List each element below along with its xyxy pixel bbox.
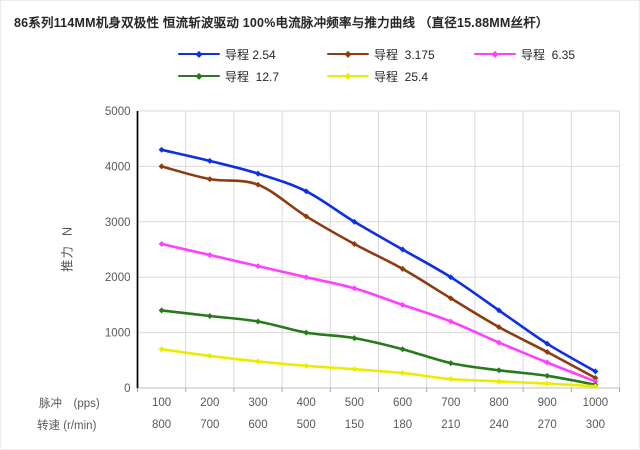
series-line xyxy=(160,347,597,388)
svg-text:100: 100 xyxy=(152,397,171,409)
data-point-marker xyxy=(592,383,599,390)
svg-text:400: 400 xyxy=(297,397,316,409)
data-point-marker xyxy=(206,252,213,258)
data-point-marker xyxy=(206,352,213,359)
svg-text:0: 0 xyxy=(124,383,130,395)
gridlines xyxy=(137,110,620,388)
data-point-marker xyxy=(303,362,310,369)
data-point-marker xyxy=(447,376,454,383)
svg-text:5000: 5000 xyxy=(105,106,131,118)
svg-text:600: 600 xyxy=(393,397,412,409)
data-point-marker xyxy=(351,285,358,292)
data-point-marker xyxy=(255,263,261,270)
svg-text:1000: 1000 xyxy=(105,328,131,340)
data-point-marker xyxy=(399,246,406,253)
data-point-marker xyxy=(496,378,502,385)
series-line xyxy=(160,309,597,386)
svg-text:600: 600 xyxy=(248,419,267,431)
data-point-marker xyxy=(303,329,310,336)
data-point-marker xyxy=(255,358,261,365)
svg-text:500: 500 xyxy=(297,419,316,431)
data-point-marker xyxy=(399,346,406,353)
series-line xyxy=(160,148,597,373)
data-point-marker xyxy=(158,146,165,153)
data-point-marker xyxy=(158,307,165,314)
data-point-marker xyxy=(399,370,406,376)
data-point-marker xyxy=(158,241,165,247)
svg-text:3000: 3000 xyxy=(105,217,131,229)
svg-text:300: 300 xyxy=(586,419,605,431)
data-point-marker xyxy=(447,295,454,302)
svg-text:270: 270 xyxy=(538,419,557,431)
series-0 xyxy=(158,146,599,375)
data-point-marker xyxy=(496,324,502,331)
data-point-marker xyxy=(303,213,310,220)
data-point-marker xyxy=(496,339,502,346)
svg-text:900: 900 xyxy=(538,397,557,409)
svg-text:200: 200 xyxy=(200,397,219,409)
data-point-marker xyxy=(351,335,358,342)
data-point-marker xyxy=(303,188,310,195)
series-1 xyxy=(158,163,599,381)
data-point-marker xyxy=(399,265,406,272)
data-point-marker xyxy=(399,301,406,308)
data-point-marker xyxy=(206,157,213,164)
data-point-marker xyxy=(158,163,165,170)
data-point-marker xyxy=(206,313,213,319)
svg-text:210: 210 xyxy=(441,419,460,431)
data-point-marker xyxy=(255,170,261,177)
data-point-marker xyxy=(351,218,358,225)
chart-title: 86系列114MM机身双极性 恒流斩波驱动 100%电流脉冲频率与推力曲线 （直… xyxy=(14,16,549,30)
series-2 xyxy=(158,241,599,385)
data-point-marker xyxy=(544,372,551,379)
data-point-marker xyxy=(351,366,358,373)
svg-text:800: 800 xyxy=(152,419,171,431)
x-tick-labels-row2: 800 700 600 500 150 180 210 240 270 300 xyxy=(152,419,605,431)
svg-text:500: 500 xyxy=(345,397,364,409)
data-point-marker xyxy=(158,346,165,353)
x-row1-header: 脉冲 (pps) xyxy=(39,398,100,410)
svg-text:240: 240 xyxy=(489,419,508,431)
data-point-marker xyxy=(255,318,261,325)
data-point-marker xyxy=(351,241,358,247)
data-point-marker xyxy=(303,274,310,281)
svg-text:180: 180 xyxy=(393,419,412,431)
svg-text:4000: 4000 xyxy=(105,161,131,173)
data-point-marker xyxy=(496,307,502,314)
x-row2-header: 转速 (r/min) xyxy=(37,420,97,432)
svg-text:150: 150 xyxy=(345,419,364,431)
x-axis-ticks xyxy=(137,388,620,392)
svg-text:2000: 2000 xyxy=(105,272,131,284)
svg-text:800: 800 xyxy=(489,397,508,409)
svg-text:700: 700 xyxy=(200,419,219,431)
svg-text:1000: 1000 xyxy=(583,397,609,409)
data-point-marker xyxy=(496,367,502,374)
series-line xyxy=(160,165,597,380)
y-tick-labels: 0 1000 2000 3000 4000 5000 xyxy=(105,106,131,395)
svg-text:700: 700 xyxy=(441,397,460,409)
data-point-marker xyxy=(206,176,213,183)
series-line xyxy=(160,242,597,383)
data-point-marker xyxy=(544,380,551,387)
data-point-marker xyxy=(447,360,454,367)
svg-text:300: 300 xyxy=(248,397,267,409)
x-tick-labels-row1: 100 200 300 400 500 600 700 800 900 1000 xyxy=(152,397,608,409)
series-3 xyxy=(158,307,599,388)
